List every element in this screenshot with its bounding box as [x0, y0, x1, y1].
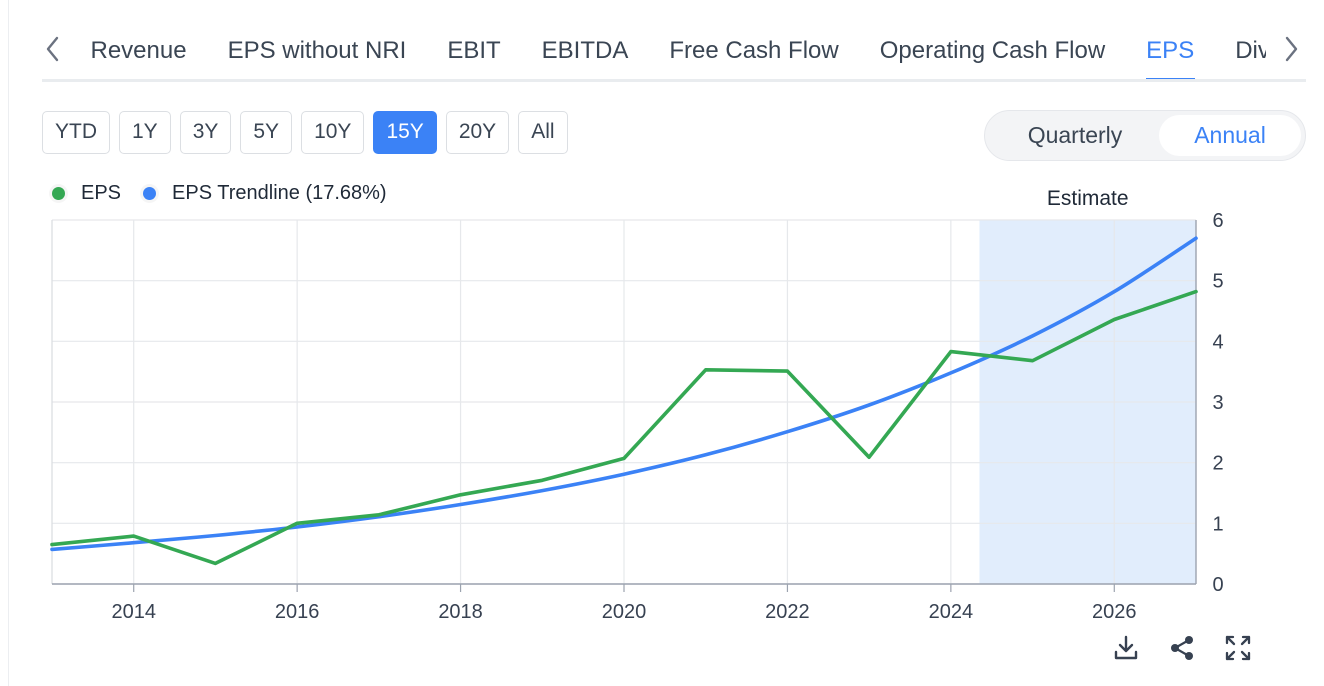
tab-bar-divider — [42, 79, 1306, 82]
eps-data-point — [704, 368, 708, 372]
chart-legend: EPS EPS Trendline (17.68%) — [52, 181, 387, 205]
y-tick-label: 3 — [1212, 392, 1223, 414]
eps-data-point — [1112, 317, 1116, 321]
metric-tabs-viewport: Revenue EPS without NRI EBIT EBITDA Free Cas… — [80, 20, 1266, 82]
range-button-10y[interactable]: 10Y — [301, 111, 365, 154]
download-button[interactable] — [1110, 632, 1142, 664]
eps-data-point — [540, 478, 544, 482]
trendline-data-point — [459, 503, 463, 507]
trendline-data-point — [132, 541, 136, 545]
share-icon — [1171, 636, 1193, 660]
trendline-data-point — [540, 489, 544, 493]
trendline-data-point — [1112, 290, 1116, 294]
x-tick-label: 2024 — [929, 601, 974, 623]
x-tick-label: 2026 — [1092, 601, 1137, 623]
fullscreen-button[interactable] — [1222, 632, 1254, 664]
tab-ebitda[interactable]: EBITDA — [541, 37, 629, 64]
eps-data-point — [459, 493, 463, 497]
page-left-border — [8, 0, 9, 686]
tab-eps-without-nri[interactable]: EPS without NRI — [227, 37, 407, 64]
y-tick-label: 5 — [1212, 271, 1223, 293]
x-tick-label: 2014 — [111, 601, 156, 623]
tabs-scroll-right-button[interactable] — [1280, 34, 1302, 64]
x-tick-label: 2022 — [765, 601, 810, 623]
trendline-data-point — [704, 453, 708, 457]
eps-data-point — [50, 543, 54, 547]
tabs-scroll-left-button[interactable] — [42, 34, 64, 64]
trendline-data-point — [949, 371, 953, 375]
trendline-data-point — [867, 403, 871, 407]
range-button-5y[interactable]: 5Y — [240, 111, 293, 154]
range-button-ytd[interactable]: YTD — [42, 111, 110, 154]
eps-trendline-series-line — [50, 236, 1198, 552]
y-tick-label: 6 — [1212, 210, 1223, 232]
y-tick-label: 2 — [1212, 453, 1223, 475]
metric-tabs: Revenue EPS without NRI EBIT EBITDA Free Cas… — [80, 20, 1266, 82]
estimate-label: Estimate — [1047, 187, 1129, 210]
trendline-data-point — [785, 430, 789, 434]
annual-toggle-option[interactable]: Annual — [1159, 115, 1301, 156]
trendline-data-point — [50, 547, 54, 551]
eps-data-point — [295, 521, 299, 525]
y-tick-label: 1 — [1212, 513, 1223, 535]
range-button-3y[interactable]: 3Y — [179, 111, 232, 154]
eps-data-point — [1194, 290, 1198, 294]
eps-data-point — [132, 534, 136, 538]
chevron-right-icon — [1285, 36, 1298, 62]
period-range-group: YTD 1Y 3Y 5Y 10Y 15Y 20Y All — [42, 111, 568, 154]
y-tick-label: 0 — [1212, 574, 1223, 596]
fullscreen-icon — [1225, 635, 1251, 661]
tab-eps[interactable]: EPS — [1126, 20, 1215, 82]
range-button-all[interactable]: All — [518, 111, 568, 154]
eps-series-line — [50, 289, 1198, 566]
legend-item-eps[interactable]: EPS — [52, 181, 121, 205]
legend-marker — [52, 186, 65, 200]
chevron-left-icon — [46, 36, 59, 62]
trendline-data-point — [622, 472, 626, 476]
chart-toolbar — [1110, 632, 1254, 664]
range-button-1y[interactable]: 1Y — [119, 111, 171, 154]
eps-data-point — [622, 456, 626, 460]
x-tick-label: 2016 — [275, 601, 320, 623]
eps-line-chart: Estimate 0 1 2 3 4 5 6 2014 2016 2018 2020 2022 2024 2… — [50, 187, 1224, 623]
tab-free-cash-flow[interactable]: Free Cash Flow — [669, 37, 839, 64]
legend-item-eps-trendline[interactable]: EPS Trendline (17.68%) — [143, 181, 387, 205]
eps-data-point — [213, 561, 217, 565]
tab-dividends[interactable]: Dividends — [1235, 37, 1266, 64]
x-tick-label: 2018 — [438, 601, 483, 623]
share-button[interactable] — [1166, 632, 1198, 664]
metric-tab-bar: Revenue EPS without NRI EBIT EBITDA Free Cas… — [42, 20, 1306, 82]
y-tick-label: 4 — [1212, 331, 1223, 353]
eps-data-point — [785, 369, 789, 373]
trendline-data-point — [1031, 334, 1035, 338]
legend-marker — [143, 186, 157, 200]
trendline-data-point — [213, 533, 217, 537]
eps-data-point — [949, 350, 953, 354]
eps-data-point — [377, 513, 381, 517]
range-button-15y[interactable]: 15Y — [373, 111, 437, 154]
x-tick-label: 2020 — [602, 601, 647, 623]
tab-ebit[interactable]: EBIT — [447, 37, 501, 64]
tab-revenue[interactable]: Revenue — [90, 37, 187, 64]
tab-operating-cash-flow[interactable]: Operating Cash Flow — [879, 37, 1106, 64]
quarterly-toggle-option[interactable]: Quarterly — [1027, 122, 1123, 148]
trendline-data-point — [1194, 236, 1198, 240]
legend-label: EPS — [81, 181, 122, 204]
eps-data-point — [1031, 359, 1035, 363]
range-button-20y[interactable]: 20Y — [445, 111, 510, 154]
eps-data-point — [867, 455, 871, 459]
frequency-toggle: Quarterly Annual — [984, 110, 1306, 161]
download-icon — [1114, 635, 1138, 660]
legend-label: EPS Trendline (17.68%) — [172, 181, 387, 204]
